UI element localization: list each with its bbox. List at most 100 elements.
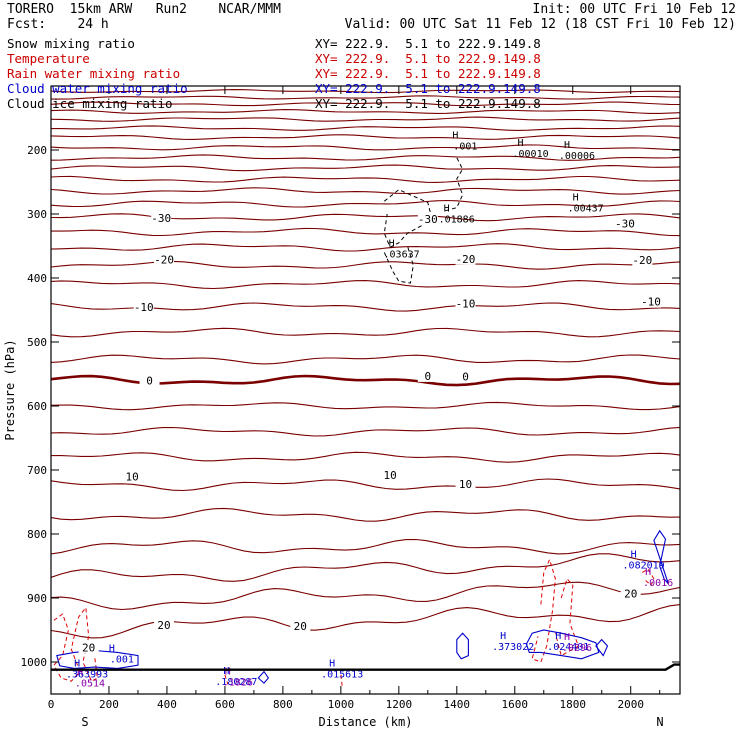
isotherm-label-bg <box>139 374 160 387</box>
x-tick-label: 400 <box>157 698 177 711</box>
isotherm-label: -20 <box>154 253 174 266</box>
x-tick-label: 1200 <box>386 698 413 711</box>
isotherm-label: -20 <box>632 254 652 267</box>
maximum-value: .00010 <box>513 149 549 160</box>
isotherm-line <box>51 604 680 639</box>
maximum-marker: H <box>77 667 83 678</box>
y-tick-label: 800 <box>27 528 47 541</box>
y-axis-title: Pressure (hPa) <box>3 339 17 440</box>
isotherm-label: -20 <box>456 253 476 266</box>
maximum-marker: H <box>452 130 458 141</box>
maximum-marker: H <box>645 567 651 578</box>
cloud-water-contours <box>56 529 669 684</box>
isotherm-label: 0 <box>425 370 432 383</box>
forecast-hour: Fcst: 24 h <box>7 17 109 32</box>
isotherm-label-bg <box>151 211 172 224</box>
isotherm-label-bg <box>78 641 99 654</box>
x-tick-label: 0 <box>48 698 55 711</box>
isotherm-label-bg <box>641 295 662 308</box>
cloud-water-contour <box>456 632 469 660</box>
y-tick-label: 200 <box>27 144 47 157</box>
isotherm-label: -10 <box>456 298 476 311</box>
isotherm-line <box>51 302 680 312</box>
isotherm-label: 10 <box>459 478 472 491</box>
isotherm-line <box>51 95 680 100</box>
maximum-value: .015613 <box>321 669 363 680</box>
maximum-value: .01886 <box>439 214 475 225</box>
isotherm-label: -10 <box>134 301 154 314</box>
legend-cloud-water-xy: XY= 222.9. 5.1 to 222.9.149.8 <box>315 81 541 96</box>
isotherm-label-bg <box>614 217 635 230</box>
isotherm-label: 20 <box>157 619 170 632</box>
rain-contours <box>53 558 655 688</box>
legend-snow-xy: XY= 222.9. 5.1 to 222.9.149.8 <box>315 36 541 51</box>
isotherm-label-bg <box>154 253 175 266</box>
legend-temperature-xy: XY= 222.9. 5.1 to 222.9.149.8 <box>315 51 541 66</box>
x-tick-label: 200 <box>99 698 119 711</box>
isotherm-label-bg <box>380 469 401 482</box>
isotherm-line <box>51 260 680 270</box>
y-tick-label: 300 <box>27 208 47 221</box>
maximum-value: .0514 <box>75 678 105 689</box>
maximum-marker: H <box>444 203 450 214</box>
isotherm-line <box>51 116 680 122</box>
cloud-water-contour <box>257 670 270 684</box>
isotherm-label-bg <box>455 370 476 383</box>
isotherm-label: 10 <box>126 470 139 483</box>
isotherm-label: -10 <box>641 296 661 309</box>
x-tick-label: 1400 <box>444 698 471 711</box>
x-tick-label: 2000 <box>617 698 644 711</box>
maximum-value: .363993 <box>66 669 108 680</box>
isotherm-line <box>51 451 680 463</box>
maximum-marker: H <box>573 192 579 203</box>
rain-contour <box>531 558 556 663</box>
isotherm-line <box>51 154 680 161</box>
x-tick-label: 600 <box>215 698 235 711</box>
axes: 0 200 400 600 800 1000 1200 1400 1600 1800 2000200… <box>3 85 681 729</box>
temperature-contours <box>51 89 680 639</box>
isotherm-line <box>51 199 680 208</box>
terrain-line <box>51 663 680 671</box>
isotherm-line <box>51 101 680 107</box>
cloud-water-contour <box>653 529 669 585</box>
isotherm-label: -30 <box>615 218 635 231</box>
isotherm-label-bg <box>417 369 438 382</box>
maximum-marker: H <box>555 631 561 642</box>
model-title: TORERO 15km ARW Run2 NCAR/MMM <box>7 2 281 17</box>
isotherm-line <box>51 553 680 582</box>
isotherm-line <box>51 478 680 492</box>
maximum-marker: H <box>109 644 115 655</box>
ice-contour <box>445 157 464 212</box>
ice-contour <box>383 189 432 248</box>
legend-cloud-ice-label: Cloud ice mixing ratio <box>7 96 173 111</box>
legend-snow-label: Snow mixing ratio <box>7 36 135 51</box>
maximum-marker: H <box>389 238 395 249</box>
isotherm-line <box>51 401 680 411</box>
ice-contour <box>383 245 414 284</box>
isotherm-line <box>51 426 680 437</box>
isotherm-line <box>51 280 680 290</box>
plot-frame <box>50 85 681 695</box>
maximum-value: .0016 <box>643 578 673 589</box>
maximum-marker: H <box>74 658 80 669</box>
maximum-value: .1826 <box>223 678 253 689</box>
isotherm-label-bg <box>455 297 476 310</box>
isotherm-label: 0 <box>146 374 153 387</box>
isotherm-line <box>51 507 680 522</box>
maximum-marker: H <box>564 140 570 151</box>
rain-contour <box>224 674 229 685</box>
isotherm-label-bg <box>455 478 476 491</box>
isotherm-line <box>51 125 680 131</box>
y-tick-label: 900 <box>27 592 47 605</box>
maximum-value: .00437 <box>568 203 604 214</box>
isotherm-line <box>51 144 680 151</box>
isotherm-label-bg <box>455 252 476 265</box>
isotherm-line <box>51 109 680 114</box>
x-tick-label: 1000 <box>328 698 355 711</box>
maximum-value: .03637 <box>384 249 420 260</box>
x-tick-label: 1600 <box>502 698 529 711</box>
maximum-marker: H <box>223 666 229 677</box>
rain-contour <box>642 568 655 587</box>
isotherm-line <box>51 354 680 365</box>
rain-contour <box>340 674 343 688</box>
